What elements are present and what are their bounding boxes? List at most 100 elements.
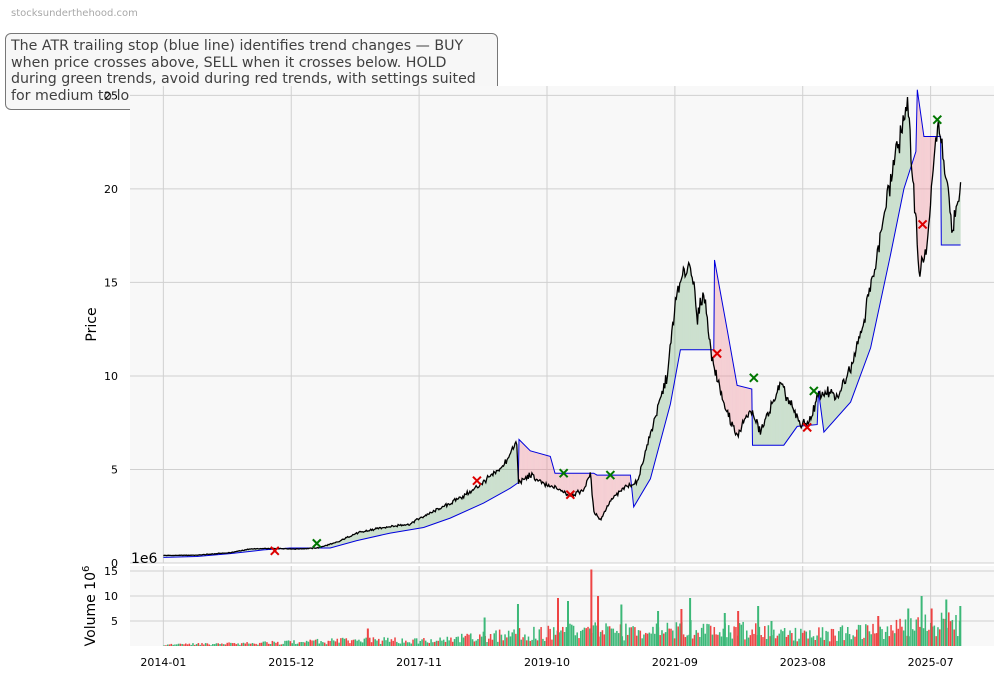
- trend-fill-503: [608, 475, 610, 505]
- volume-spike-bar-11: [723, 613, 726, 646]
- volume-bar-305: [713, 627, 716, 646]
- price-tick-label-1: 5: [111, 463, 118, 476]
- volume-spike-bar-5: [590, 569, 593, 646]
- volume-bar-370: [830, 628, 833, 646]
- trend-fill-383: [502, 465, 504, 493]
- volume-bar-261: [634, 627, 636, 646]
- volume-spike-bar-1: [483, 617, 486, 646]
- volume-bar-315: [731, 638, 734, 646]
- trend-fill-655: [743, 386, 745, 423]
- price-tick-label-2: 10: [104, 370, 118, 383]
- trend-fill-433: [546, 455, 548, 487]
- trend-fill-441: [554, 469, 555, 489]
- volume-bar-115: [370, 642, 373, 646]
- trend-fill-659: [747, 387, 749, 418]
- trend-fill-221: [359, 531, 361, 541]
- volume-bar-284: [675, 622, 678, 646]
- trend-fill-558: [657, 403, 659, 452]
- buy-signal-marker-9: [809, 386, 819, 396]
- volume-bar-87: [320, 641, 322, 646]
- trend-fill-224: [361, 531, 363, 540]
- trend-fill-244: [379, 527, 381, 536]
- volume-bar-375: [839, 627, 842, 646]
- volume-bar-170: [470, 633, 472, 646]
- volume-bar-111: [363, 638, 366, 646]
- volume-bar-206: [534, 638, 537, 646]
- trend-fill-458: [569, 473, 570, 496]
- volume-bar-232: [581, 629, 584, 646]
- volume-bar-168: [466, 633, 468, 646]
- trend-fill-230: [367, 530, 368, 539]
- trend-fill-857: [922, 126, 924, 263]
- volume-bar-348: [791, 633, 793, 646]
- trend-fill-775: [849, 371, 851, 403]
- trend-fill-443: [555, 473, 557, 489]
- volume-bar-69: [287, 640, 290, 646]
- trend-fill-760: [836, 394, 838, 418]
- trend-fill-623: [715, 264, 717, 376]
- trend-fill-667: [754, 418, 756, 446]
- volume-bar-107: [356, 640, 358, 646]
- volume-bar-230: [578, 638, 580, 646]
- trend-fill-508: [613, 475, 615, 498]
- volume-bar-359: [810, 637, 813, 646]
- trend-fill-380: [499, 468, 501, 494]
- trend-fill-258: [391, 525, 393, 533]
- trend-fill-416: [531, 451, 533, 475]
- trend-fill-645: [734, 371, 736, 435]
- volume-bar-147: [428, 642, 431, 646]
- trend-fill-511: [616, 475, 617, 496]
- volume-bar-255: [623, 640, 625, 646]
- volume-bar-28: [213, 644, 216, 646]
- trend-fill-282: [413, 521, 415, 530]
- trend-fill-656: [744, 387, 746, 420]
- volume-bar-149: [432, 642, 434, 646]
- volume-bar-90: [325, 644, 328, 646]
- volume-bar-377: [843, 640, 845, 646]
- volume-bar-286: [679, 623, 681, 646]
- volume-bar-433: [944, 618, 946, 646]
- volume-bar-216: [552, 627, 555, 646]
- trend-fill-542: [643, 456, 645, 491]
- trend-fill-284: [414, 519, 416, 529]
- volume-bar-200: [524, 634, 526, 646]
- trend-fill-235: [371, 529, 373, 538]
- trend-fill-676: [762, 424, 764, 446]
- volume-bar-83: [313, 640, 315, 646]
- trend-fill-771: [846, 375, 848, 407]
- volume-bar-325: [749, 635, 752, 646]
- volume-bar-165: [460, 633, 463, 646]
- volume-bar-247: [608, 626, 611, 646]
- volume-bar-187: [500, 634, 503, 646]
- volume-bar-266: [643, 634, 645, 646]
- trend-fill-559: [658, 400, 660, 449]
- trend-fill-853: [919, 101, 920, 277]
- volume-bar-384: [856, 629, 858, 646]
- trend-fill-247: [382, 527, 384, 535]
- volume-bar-282: [672, 630, 674, 646]
- volume-bar-84: [314, 639, 317, 646]
- trend-fill-891: [952, 230, 954, 245]
- trend-fill-774: [849, 366, 850, 404]
- buy-signal-marker-1: [312, 538, 322, 549]
- volume-bar-201: [525, 640, 528, 646]
- volume-bar-429: [937, 627, 939, 646]
- volume-bar-416: [913, 630, 916, 646]
- trend-fill-819: [888, 186, 890, 263]
- volume-spike-bar-16: [907, 608, 910, 646]
- volume-bar-12: [185, 643, 187, 646]
- trend-fill-684: [769, 412, 771, 446]
- trend-fill-883: [945, 177, 947, 245]
- volume-bar-289: [684, 637, 687, 646]
- trend-fill-561: [660, 396, 662, 442]
- trend-fill-596: [691, 275, 693, 350]
- volume-bar-281: [670, 628, 672, 646]
- volume-bar-10: [181, 643, 183, 646]
- trend-fill-761: [837, 396, 839, 417]
- volume-bar-169: [468, 634, 470, 646]
- trend-fill-308: [436, 508, 438, 524]
- volume-bar-369: [828, 641, 831, 646]
- volume-bar-35: [226, 642, 229, 646]
- volume-bar-252: [617, 633, 620, 646]
- trend-fill-428: [542, 454, 544, 483]
